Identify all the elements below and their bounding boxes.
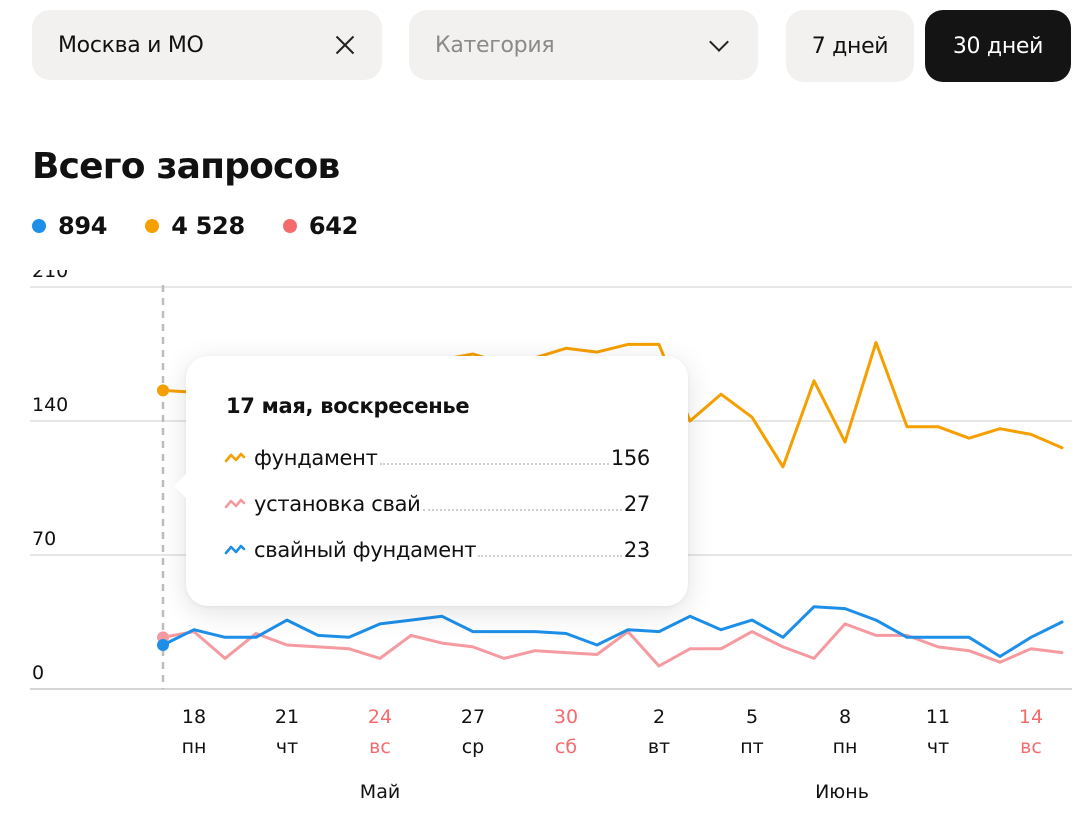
tooltip-row: фундамент 156 bbox=[224, 446, 650, 470]
x-tick-day: 2 bbox=[653, 706, 665, 728]
series-point bbox=[157, 638, 169, 651]
tooltip-value: 27 bbox=[623, 492, 650, 516]
x-tick-weekday: вт bbox=[648, 736, 670, 758]
tooltip-title: 17 мая, воскресенье bbox=[226, 394, 470, 418]
total-item-red: 642 bbox=[282, 212, 359, 240]
chart-title: Всего запросов bbox=[32, 146, 340, 187]
x-tick-day: 18 bbox=[182, 706, 206, 728]
period-7-days-button[interactable]: 7 дней bbox=[786, 10, 914, 82]
series-line bbox=[161, 622, 1064, 668]
line-chart[interactable]: 210 140 70 0 18 пн 21 чт 24 вс 27 ср 30 сб 2 вт 5 пт 8 пн 11… bbox=[0, 270, 1086, 822]
x-tick-day: 11 bbox=[926, 706, 950, 728]
tooltip-label: фундамент bbox=[254, 446, 378, 470]
total-value: 894 bbox=[58, 212, 108, 240]
red-dot-icon bbox=[282, 219, 297, 233]
dotted-leader bbox=[478, 555, 622, 557]
tooltip-label: установка свай bbox=[254, 492, 421, 516]
x-tick-weekday: ср bbox=[462, 736, 485, 758]
x-tick-weekday: пн bbox=[833, 736, 858, 758]
dotted-leader bbox=[422, 509, 622, 511]
blue-dot-icon bbox=[32, 219, 46, 233]
tooltip-row: установка свай 27 bbox=[224, 492, 650, 516]
category-select[interactable]: Категория bbox=[409, 10, 758, 80]
total-item-blue: 894 bbox=[32, 212, 108, 240]
x-tick-day: 14 bbox=[1019, 706, 1043, 728]
y-tick-label: 70 bbox=[32, 528, 56, 550]
x-tick-weekday: пт bbox=[740, 736, 764, 758]
x-tick-day: 27 bbox=[461, 706, 485, 728]
total-value: 642 bbox=[308, 212, 359, 240]
wave-icon bbox=[224, 498, 246, 509]
month-label: Июнь bbox=[815, 781, 869, 803]
x-tick-day: 5 bbox=[746, 706, 758, 728]
tooltip-label: свайный фундамент bbox=[254, 538, 477, 562]
x-tick-day: 30 bbox=[554, 706, 578, 728]
x-tick-day: 24 bbox=[368, 706, 392, 728]
clear-region-icon[interactable] bbox=[332, 32, 358, 58]
x-tick-weekday: пн bbox=[182, 736, 207, 758]
region-filter-value: Москва и МО bbox=[58, 32, 204, 58]
total-item-orange: 4 528 bbox=[145, 212, 245, 240]
x-tick-day: 21 bbox=[275, 706, 299, 728]
x-tick-weekday: чт bbox=[927, 736, 949, 758]
y-tick-label: 0 bbox=[32, 662, 44, 684]
x-tick-weekday: сб bbox=[555, 736, 577, 758]
dotted-leader bbox=[379, 463, 609, 465]
x-tick-day: 8 bbox=[839, 706, 851, 728]
month-label: Май bbox=[360, 781, 400, 803]
tooltip-value: 23 bbox=[623, 538, 650, 562]
orange-dot-icon bbox=[145, 219, 160, 233]
series-line bbox=[161, 605, 1064, 658]
chevron-down-icon bbox=[709, 32, 729, 52]
period-30-days-button[interactable]: 30 дней bbox=[925, 10, 1071, 82]
wave-icon bbox=[224, 544, 246, 555]
category-placeholder: Категория bbox=[435, 32, 555, 58]
wave-icon bbox=[224, 452, 246, 463]
region-filter[interactable]: Москва и МО bbox=[32, 10, 382, 80]
x-tick-weekday: вс bbox=[369, 736, 391, 758]
x-tick-weekday: вс bbox=[1020, 736, 1042, 758]
y-tick-label: 140 bbox=[32, 394, 68, 416]
y-tick-label: 210 bbox=[32, 270, 68, 282]
totals-legend: 894 4 528 642 bbox=[32, 212, 396, 240]
tooltip-row: свайный фундамент 23 bbox=[224, 538, 650, 562]
x-tick-weekday: чт bbox=[276, 736, 298, 758]
chart-tooltip: 17 мая, воскресенье фундамент 156 устано… bbox=[174, 356, 688, 606]
tooltip-value: 156 bbox=[610, 446, 650, 470]
total-value: 4 528 bbox=[171, 212, 245, 240]
series-point bbox=[157, 384, 169, 397]
